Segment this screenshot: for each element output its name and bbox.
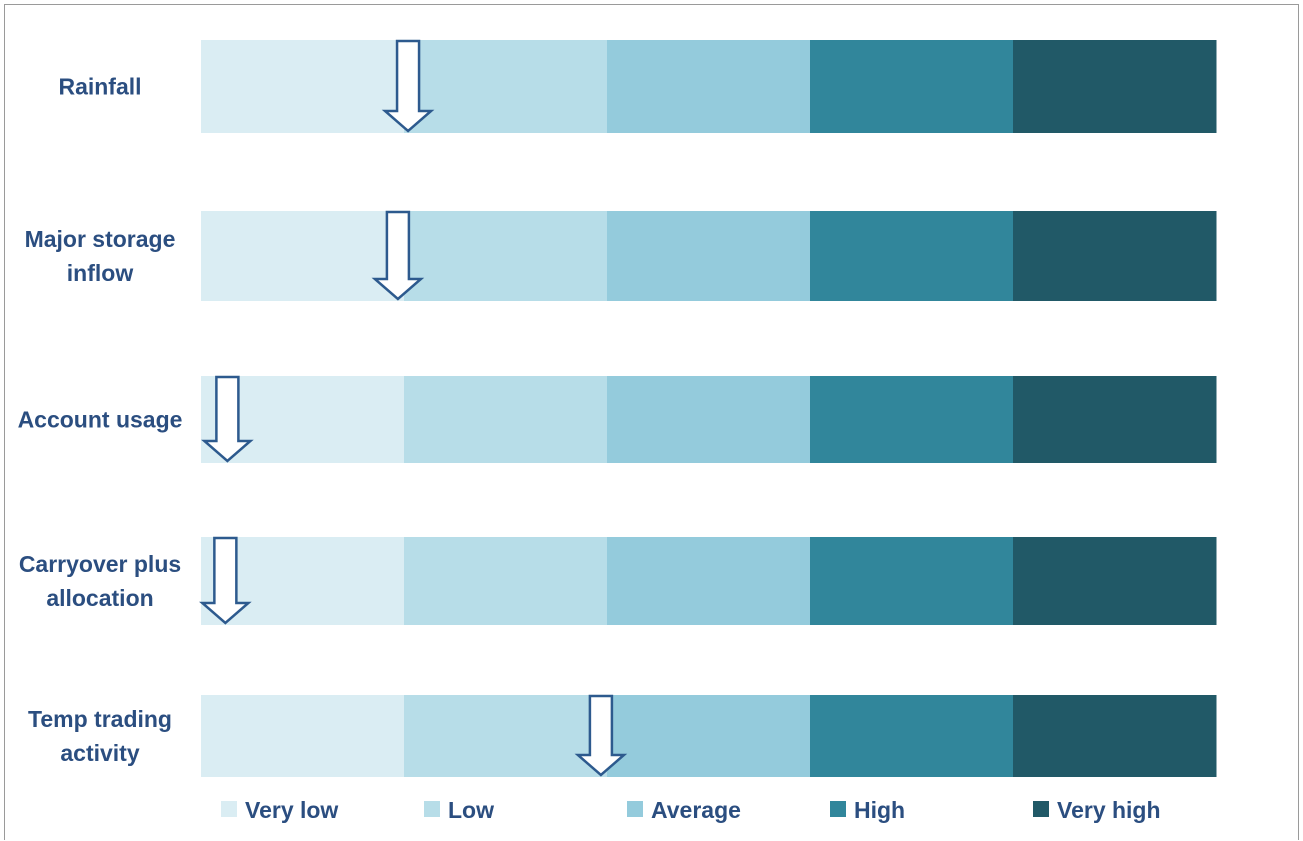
band-carryover-plus-allocation-high [810, 537, 1014, 625]
legend-swatch-low [424, 801, 440, 817]
legend-label-very-low: Very low [245, 797, 338, 823]
legend-label-low: Low [448, 797, 494, 823]
band-temp-trading-activity-high [810, 695, 1014, 777]
rating-bands [201, 40, 1217, 777]
band-rainfall-low [404, 40, 608, 133]
arrow-account-usage [201, 375, 254, 463]
band-rainfall-very-low [201, 40, 405, 133]
legend-label-average: Average [651, 797, 741, 823]
legend-swatch-high [830, 801, 846, 817]
legend-label-high: High [854, 797, 905, 823]
band-rainfall-average [607, 40, 811, 133]
indicator-arrows [199, 39, 628, 777]
arrow-rainfall [381, 39, 435, 133]
arrow-major-storage-inflow [371, 210, 425, 301]
band-major-storage-inflow-low [404, 211, 608, 301]
band-carryover-plus-allocation-average [607, 537, 811, 625]
row-label-account-usage: Account usage [18, 407, 183, 433]
legend: Very low Low Average High Very high [221, 797, 1161, 823]
band-temp-trading-activity-low [404, 695, 608, 777]
row-labels: Rainfall Major storage inflow Account usage… [18, 74, 183, 767]
band-temp-trading-activity-very-high [1013, 695, 1217, 777]
band-major-storage-inflow-high [810, 211, 1014, 301]
band-temp-trading-activity-very-low [201, 695, 405, 777]
band-account-usage-average [607, 376, 811, 463]
band-major-storage-inflow-average [607, 211, 811, 301]
row-label-rainfall: Rainfall [58, 74, 141, 100]
legend-swatch-average [627, 801, 643, 817]
band-rainfall-high [810, 40, 1014, 133]
band-carryover-plus-allocation-low [404, 537, 608, 625]
band-account-usage-very-high [1013, 376, 1217, 463]
legend-swatch-very-high [1033, 801, 1049, 817]
band-account-usage-high [810, 376, 1014, 463]
chart-frame [4, 4, 1299, 840]
band-major-storage-inflow-very-low [201, 211, 405, 301]
legend-label-very-high: Very high [1057, 797, 1161, 823]
row-label-major-storage-inflow: Major storage inflow [25, 226, 176, 286]
band-account-usage-low [404, 376, 608, 463]
band-major-storage-inflow-very-high [1013, 211, 1217, 301]
arrow-temp-trading-activity [574, 694, 628, 777]
band-temp-trading-activity-average [607, 695, 811, 777]
legend-swatch-very-low [221, 801, 237, 817]
row-label-carryover-plus-allocation: Carryover plus allocation [19, 551, 181, 611]
band-carryover-plus-allocation-very-high [1013, 537, 1217, 625]
arrow-carryover-plus-allocation [199, 536, 252, 625]
row-label-temp-trading-activity: Temp trading activity [28, 706, 172, 766]
band-rainfall-very-high [1013, 40, 1217, 133]
